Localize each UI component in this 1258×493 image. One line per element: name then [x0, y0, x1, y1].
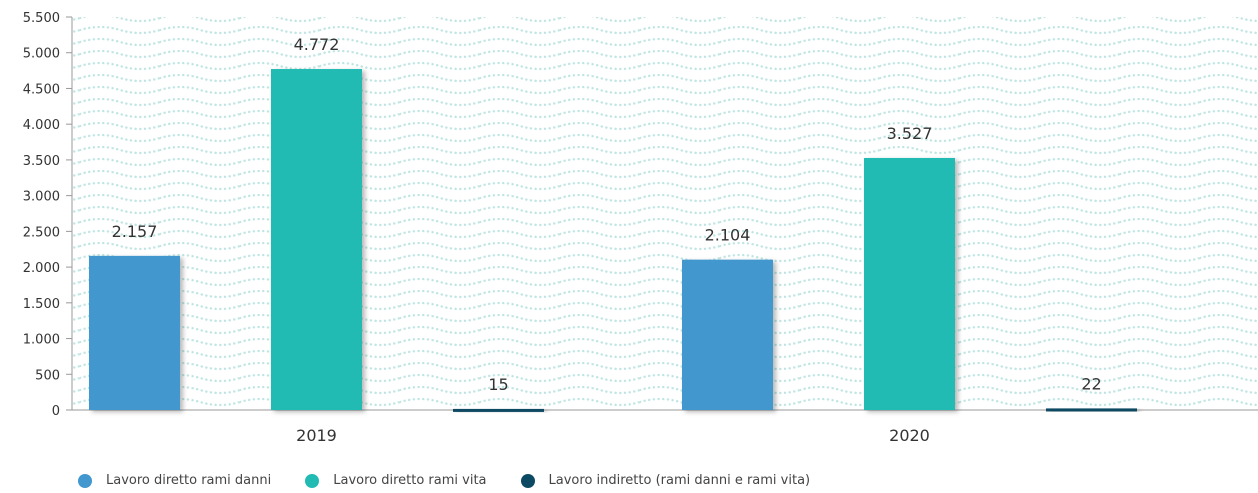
legend-swatch-danni [78, 473, 92, 488]
data-label: 3.527 [887, 124, 933, 143]
legend-item-vita: Lavoro diretto rami vita [305, 473, 487, 488]
legend-label-vita: Lavoro diretto rami vita [333, 473, 487, 488]
data-label: 22 [1081, 374, 1101, 393]
axis-layer: 0 500 1.000 1.500 2.000 2.500 3.000 3.500 4.000 4… [23, 11, 1258, 419]
y-tick-label: 4.000 [23, 118, 60, 133]
bar [271, 69, 362, 410]
y-tick-label: 5.500 [23, 11, 60, 26]
legend: Lavoro diretto rami danni Lavoro diretto… [78, 473, 844, 488]
legend-label-indiretto: Lavoro indiretto (rami danni e rami vita… [548, 473, 811, 488]
y-tick-label: 4.500 [23, 82, 60, 97]
bar [453, 408, 544, 412]
bar [682, 259, 773, 410]
bar [89, 255, 180, 410]
x-category-label: 2019 [296, 426, 337, 445]
y-tick-label: 1.000 [23, 333, 60, 348]
y-tick-label: 1.500 [23, 297, 60, 312]
bar [864, 157, 955, 410]
bar-layer [89, 69, 1137, 412]
legend-swatch-indiretto [520, 473, 535, 488]
legend-item-danni: Lavoro diretto rami danni [78, 473, 271, 488]
y-tick-label: 3.000 [23, 190, 60, 205]
legend-swatch-vita [305, 473, 320, 488]
data-label: 2.157 [112, 222, 158, 241]
legend-item-indiretto: Lavoro indiretto (rami danni e rami vita… [520, 473, 811, 488]
y-tick-label: 2.000 [23, 261, 60, 276]
data-label: 2.104 [705, 226, 751, 245]
label-layer: 2019 2.157 4.772 15 2020 2.104 3.527 22 [112, 35, 1102, 445]
y-tick-label: 500 [35, 368, 60, 383]
bar [1046, 408, 1137, 412]
data-label: 4.772 [294, 35, 340, 54]
y-tick-label: 0 [52, 404, 60, 419]
y-tick-label: 3.500 [23, 154, 60, 169]
data-label: 15 [488, 375, 508, 394]
legend-label-danni: Lavoro diretto rami danni [106, 473, 272, 488]
x-category-label: 2020 [889, 426, 930, 445]
plot-background [72, 17, 1258, 410]
y-tick-label: 5.000 [23, 47, 60, 62]
y-tick-label: 2.500 [23, 225, 60, 240]
